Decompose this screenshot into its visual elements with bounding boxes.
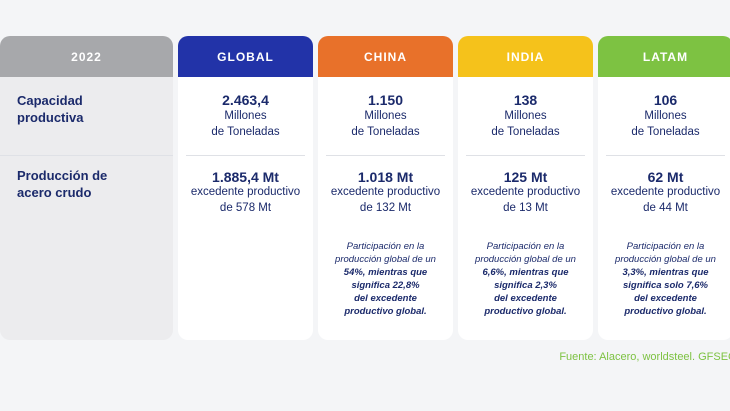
row-label: Producción de [17, 168, 108, 183]
note-line: 3,3%, mientras que [622, 267, 709, 278]
row-separator [0, 155, 173, 156]
capacity-unit: de Toneladas [631, 126, 700, 138]
production-detail: excedente productivo [190, 186, 301, 198]
note-line: significa 22,8% [351, 280, 420, 291]
capacity-value: 1.150 [367, 92, 404, 108]
production-detail: excedente productivo [470, 186, 581, 198]
note-line: productivo global. [344, 306, 427, 317]
capacity-value: 2.463,4 [222, 92, 269, 108]
row-separator [326, 155, 445, 156]
note-line: del excedente [634, 293, 697, 304]
row-label: acero crudo [17, 185, 92, 200]
column-header: LATAM [598, 36, 730, 77]
year-header: 2022 [0, 36, 173, 77]
column-header: INDIA [458, 36, 593, 77]
capacity-value: 138 [513, 92, 538, 108]
column-card [458, 77, 593, 340]
note-line: del excedente [494, 293, 557, 304]
capacity-unit: Millones [644, 110, 687, 122]
production-value: 1.018 Mt [357, 169, 414, 185]
source-note: Fuente: Alacero, worldsteel. GFSEC [559, 351, 730, 363]
production-detail: excedente productivo [610, 186, 721, 198]
note-line: Participación en la [486, 241, 565, 252]
capacity-unit: de Toneladas [491, 126, 560, 138]
note-line: 54%, mientras que [343, 267, 428, 278]
capacity-unit: Millones [504, 110, 547, 122]
column-header: CHINA [318, 36, 453, 77]
note-line: productivo global. [624, 306, 707, 317]
capacity-unit: de Toneladas [351, 126, 420, 138]
production-detail: de 132 Mt [359, 202, 412, 214]
production-value: 1.885,4 Mt [212, 169, 279, 185]
production-detail: de 44 Mt [643, 202, 688, 214]
capacity-value: 106 [653, 92, 678, 108]
note-line: Participación en la [346, 241, 425, 252]
note-line: Participación en la [626, 241, 705, 252]
note-line: producción global de un [475, 254, 576, 265]
note-line: productivo global. [484, 306, 567, 317]
note-line: significa solo 7,6% [623, 280, 708, 291]
column-card [178, 77, 313, 340]
label-column [0, 77, 173, 340]
note-line: del excedente [354, 293, 417, 304]
column-header: GLOBAL [178, 36, 313, 77]
capacity-unit: Millones [224, 110, 267, 122]
row-label: productiva [17, 110, 84, 125]
production-detail: de 578 Mt [219, 202, 272, 214]
note-line: producción global de un [615, 254, 716, 265]
column-card [318, 77, 453, 340]
row-separator [186, 155, 305, 156]
production-detail: excedente productivo [330, 186, 441, 198]
capacity-unit: de Toneladas [211, 126, 280, 138]
note-line: 6,6%, mientras que [482, 267, 569, 278]
note-line: producción global de un [335, 254, 436, 265]
note-line: significa 2,3% [494, 280, 557, 291]
production-detail: de 13 Mt [503, 202, 548, 214]
production-value: 125 Mt [503, 169, 548, 185]
production-value: 62 Mt [647, 169, 684, 185]
row-label: Capacidad [17, 93, 83, 108]
row-separator [606, 155, 725, 156]
capacity-unit: Millones [364, 110, 407, 122]
column-card [598, 77, 730, 340]
row-separator [466, 155, 585, 156]
